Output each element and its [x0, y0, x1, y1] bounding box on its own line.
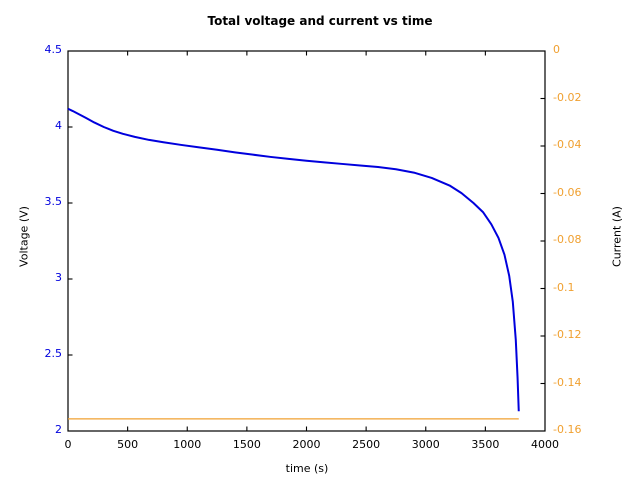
x-axis-label: time (s) [285, 462, 329, 475]
x-tick-label: 1000 [173, 438, 202, 451]
y-tick-label-right: -0.02 [553, 90, 582, 104]
y-tick-label-left: 4.5 [44, 43, 63, 56]
x-tick-label: 3000 [411, 438, 440, 451]
y-tick-label-left: 2 [55, 423, 62, 436]
y-tick-label-right: -0.08 [553, 233, 582, 246]
y-tick-label-left: 4 [55, 119, 62, 132]
x-tick-label: 4000 [531, 438, 559, 451]
plot-border [67, 50, 546, 432]
y-tick-label-right: -0.14 [553, 375, 582, 389]
x-tick-label: 1500 [232, 438, 261, 451]
tick-marks [68, 51, 545, 431]
y-tick-label-right: 0 [553, 43, 560, 56]
x-tick-label: 500 [117, 438, 139, 451]
x-tick-label: 0 [64, 438, 72, 451]
y-tick-label-right: -0.04 [553, 138, 582, 151]
axes-frame [67, 50, 546, 432]
y-tick-label-left: 2.5 [44, 347, 63, 360]
x-tick-label: 2500 [352, 438, 381, 451]
y-tick-label-left: 3.5 [44, 195, 63, 208]
data-series [67, 107, 520, 420]
series-line-0 [67, 107, 520, 412]
y-tick-label-right: -0.16 [553, 423, 582, 436]
y-tick-label-right: -0.06 [553, 185, 582, 199]
x-tick-label: 2000 [292, 438, 321, 451]
y-tick-label-right: -0.12 [553, 328, 582, 341]
x-tick-label: 3500 [471, 438, 500, 451]
chart-title: Total voltage and current vs time [207, 14, 433, 28]
y-tick-label-right: -0.1 [553, 280, 575, 294]
y-tick-label-left: 3 [55, 271, 62, 284]
